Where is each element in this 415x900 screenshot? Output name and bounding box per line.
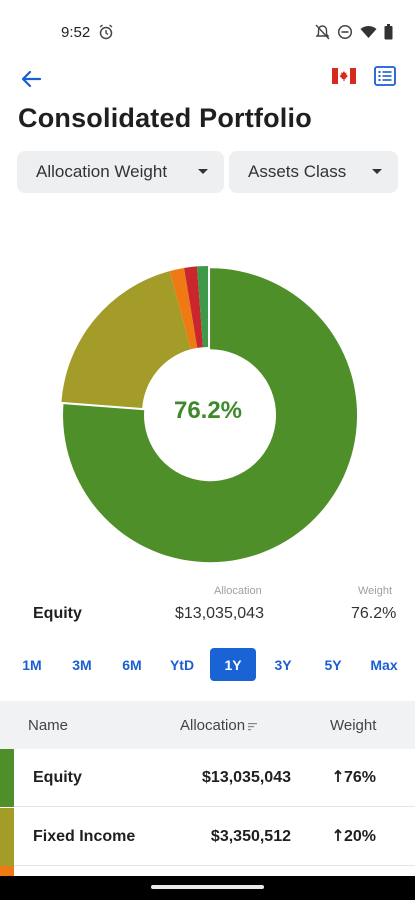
row-color-swatch — [0, 866, 14, 876]
caret-down-icon — [372, 169, 382, 174]
app-bar — [0, 58, 415, 98]
row-weight-value: 76% — [344, 769, 377, 786]
status-bar: 9:52 — [0, 0, 415, 58]
column-allocation[interactable]: Allocation — [180, 717, 258, 735]
allocation-donut-chart[interactable] — [0, 255, 415, 575]
row-allocation: $3,350,512 — [210, 828, 291, 845]
row-weight: 20% — [334, 828, 376, 846]
selected-slice-detail: Allocation Weight Equity $13,035,043 76.… — [0, 585, 415, 630]
chart-center-label: 76.2% — [173, 397, 243, 424]
dropdown-label: Assets Class — [248, 162, 347, 181]
donut-slice-fixed-income[interactable] — [61, 271, 191, 409]
allocation-caption: Allocation — [214, 585, 262, 597]
arrow-back-icon[interactable] — [18, 66, 44, 92]
battery-icon — [384, 24, 393, 45]
canada-flag-icon[interactable] — [332, 68, 356, 86]
column-name[interactable]: Name — [28, 717, 69, 734]
column-weight[interactable]: Weight — [330, 717, 377, 734]
donut-slice-3[interactable] — [184, 266, 204, 348]
range-1m[interactable]: 1M — [22, 656, 42, 673]
donut-slice-equity[interactable] — [63, 268, 358, 563]
range-5y[interactable]: 5Y — [324, 656, 342, 673]
detail-weight: 76.2% — [351, 605, 397, 622]
range-max[interactable]: Max — [370, 656, 398, 673]
sort-icon — [248, 718, 258, 735]
range-3m[interactable]: 3M — [72, 656, 92, 673]
home-gesture-handle[interactable] — [151, 885, 264, 889]
weight-caption: Weight — [358, 585, 393, 597]
alarm-icon — [98, 24, 114, 45]
caret-down-icon — [198, 169, 208, 174]
range-ytd[interactable]: YtD — [169, 656, 195, 673]
do-not-disturb-icon — [337, 24, 353, 45]
time-range-selector: 1M 3M 6M YtD 1Y 3Y 5Y Max — [0, 648, 415, 682]
range-3y[interactable]: 3Y — [274, 656, 292, 673]
table-header: Name Allocation Weight — [0, 701, 415, 749]
row-weight-value: 20% — [344, 828, 377, 845]
notifications-off-icon — [315, 24, 330, 45]
list-view-icon[interactable] — [374, 66, 398, 88]
status-time: 9:52 — [61, 24, 91, 41]
donut-slice-2[interactable] — [169, 267, 198, 350]
table-row[interactable]: Equity $13,035,043 76% — [0, 749, 415, 807]
donut-slice-4[interactable] — [196, 266, 208, 348]
row-allocation: $13,035,043 — [202, 769, 291, 786]
row-weight: 76% — [334, 769, 376, 787]
arrow-up-icon — [334, 828, 342, 846]
dropdown-label: Allocation Weight — [36, 162, 168, 181]
detail-name: Equity — [33, 605, 82, 622]
row-name: Equity — [33, 769, 82, 786]
status-icons — [315, 24, 393, 45]
allocation-weight-dropdown[interactable]: Allocation Weight — [17, 151, 224, 193]
row-color-swatch — [0, 749, 14, 807]
arrow-up-icon — [334, 769, 342, 787]
system-nav-bar — [0, 876, 415, 900]
page-title: Consolidated Portfolio — [18, 103, 312, 133]
detail-allocation: $13,035,043 — [175, 605, 264, 622]
row-name: Fixed Income — [33, 828, 136, 845]
wifi-icon — [360, 25, 377, 44]
column-allocation-label: Allocation — [180, 717, 246, 734]
row-color-swatch — [0, 808, 14, 866]
assets-class-dropdown[interactable]: Assets Class — [229, 151, 398, 193]
table-row[interactable]: Fixed Income $3,350,512 20% — [0, 808, 415, 866]
range-6m[interactable]: 6M — [122, 656, 142, 673]
range-1y[interactable]: 1Y — [210, 648, 256, 681]
